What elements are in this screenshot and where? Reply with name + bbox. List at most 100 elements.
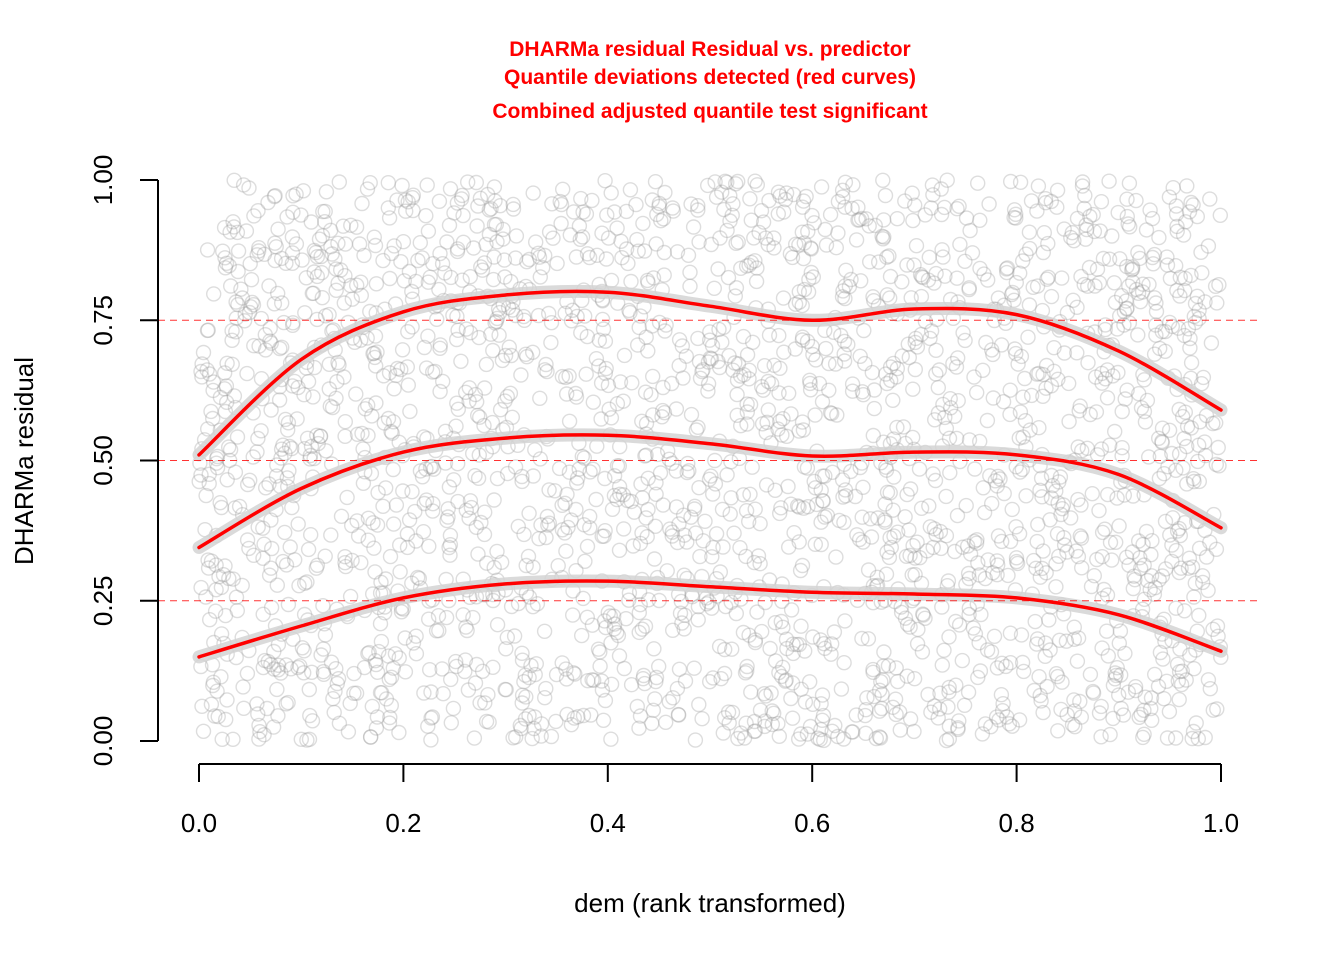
residual-point (1180, 321, 1197, 337)
residual-point (285, 315, 301, 331)
residual-point (543, 334, 559, 351)
residual-point (951, 713, 967, 729)
residual-point (708, 526, 725, 542)
residual-point (1105, 677, 1122, 694)
residual-point (723, 594, 739, 610)
residual-point (834, 472, 851, 488)
residual-point (928, 527, 944, 543)
residual-point (573, 325, 589, 341)
residual-point (408, 646, 425, 662)
residual-point (978, 334, 994, 351)
residual-point (637, 384, 654, 400)
residual-point (941, 430, 958, 446)
residual-point (603, 635, 619, 651)
residual-point (1031, 420, 1047, 436)
residual-point (386, 381, 402, 397)
residual-point (819, 507, 836, 524)
residual-point (492, 304, 508, 321)
residual-point (885, 355, 902, 372)
residual-point (993, 337, 1010, 353)
residual-point (1172, 527, 1189, 544)
residual-point (362, 174, 378, 191)
residual-point (218, 378, 235, 394)
residual-point (1186, 661, 1202, 677)
residual-point (728, 176, 744, 192)
residual-point (208, 582, 224, 598)
residual-point (813, 536, 829, 553)
residual-point (707, 174, 723, 190)
residual-point (1185, 471, 1202, 487)
residual-point (634, 490, 651, 506)
residual-point (558, 543, 574, 559)
residual-point (343, 217, 359, 234)
residual-point (1168, 198, 1185, 214)
residual-point (301, 681, 317, 698)
residual-point (1124, 261, 1141, 277)
residual-point (441, 479, 458, 495)
residual-point (923, 200, 939, 216)
residual-point (760, 373, 776, 390)
residual-point (399, 526, 416, 542)
residual-point (967, 626, 984, 642)
residual-point (855, 387, 871, 403)
residual-point (461, 510, 477, 526)
residual-point (716, 319, 732, 335)
residual-point (276, 314, 292, 331)
residual-point (621, 302, 637, 319)
residual-point (243, 272, 260, 288)
residual-point (351, 236, 368, 252)
residual-point (208, 451, 225, 467)
residual-point (793, 618, 809, 634)
residual-point (214, 243, 231, 259)
residual-point (927, 412, 943, 428)
residual-point (940, 573, 957, 589)
residual-point (1076, 276, 1092, 293)
residual-point (724, 641, 740, 657)
residual-point (1007, 341, 1023, 357)
residual-point (843, 463, 859, 480)
residual-point (1181, 204, 1198, 220)
residual-point (455, 207, 471, 224)
residual-point (690, 330, 706, 347)
residual-point (1133, 706, 1149, 723)
residual-point (1014, 461, 1030, 478)
residual-point (821, 355, 837, 372)
residual-point (435, 373, 451, 390)
residual-point (824, 464, 841, 480)
residual-point (1169, 656, 1186, 672)
residual-point (664, 528, 680, 544)
residual-point (743, 254, 759, 271)
residual-point (559, 486, 575, 503)
residual-point (366, 229, 382, 245)
residual-point (328, 261, 344, 277)
residual-point (236, 313, 253, 329)
residual-point (961, 432, 978, 448)
residual-point (791, 731, 807, 747)
residual-point (199, 242, 216, 258)
residual-point (623, 273, 639, 290)
residual-point (762, 640, 778, 657)
residual-point (449, 195, 466, 211)
residual-point (382, 709, 398, 726)
residual-point (1117, 645, 1133, 662)
residual-point (497, 347, 514, 364)
residual-point (905, 538, 921, 554)
residual-point (800, 284, 817, 300)
residual-point (681, 463, 697, 479)
x-axis-title: dem (rank transformed) (574, 888, 846, 918)
residual-point (732, 540, 748, 556)
residual-point (218, 394, 235, 410)
residual-point (950, 720, 966, 736)
residual-point (450, 456, 466, 472)
residual-point (1037, 194, 1054, 211)
residual-point (337, 555, 353, 571)
residual-point (1035, 366, 1051, 383)
residual-point (328, 282, 344, 298)
residual-point (964, 245, 981, 261)
residual-point (960, 684, 977, 700)
residual-point (675, 507, 692, 523)
residual-point (1104, 228, 1120, 244)
residual-point (261, 476, 277, 492)
residual-point (309, 311, 325, 328)
residual-point (830, 193, 847, 210)
